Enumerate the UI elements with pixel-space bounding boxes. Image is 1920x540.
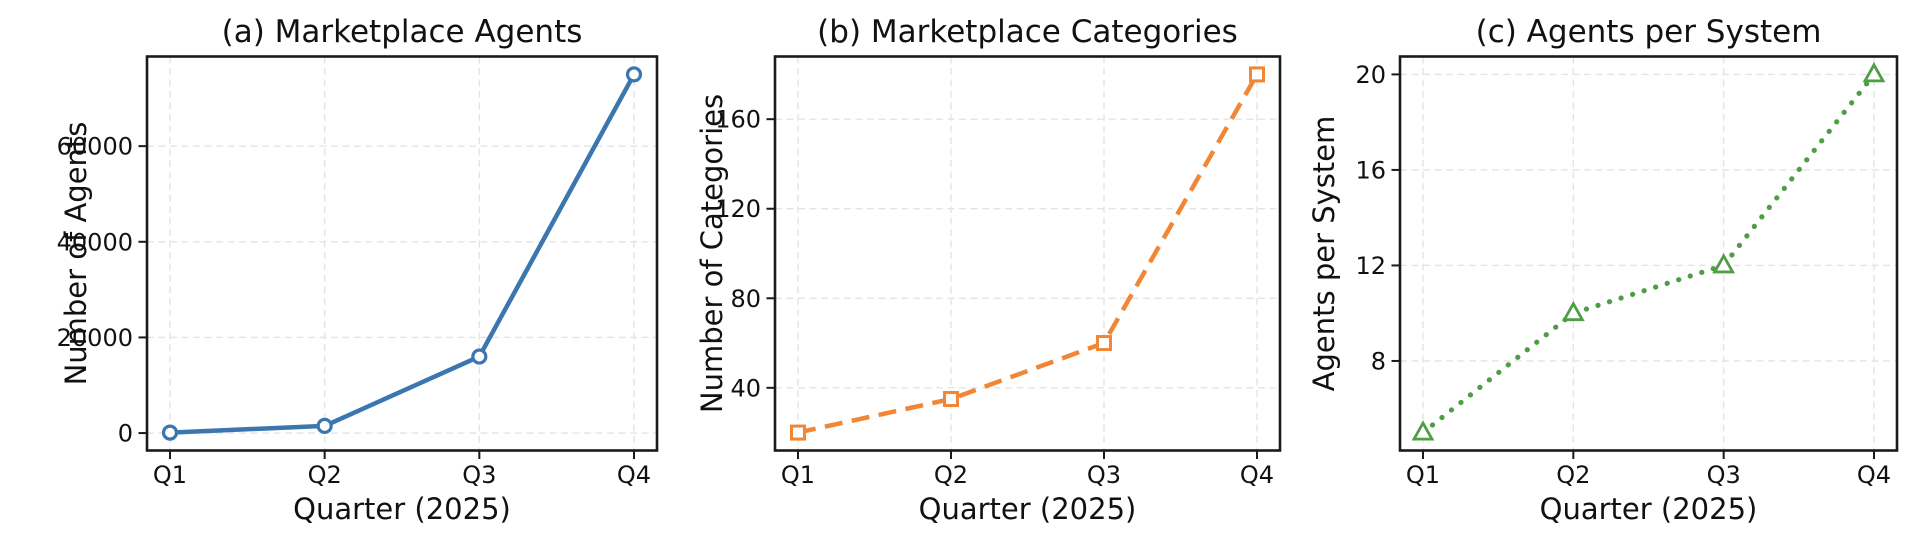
data-markers bbox=[790, 66, 1265, 441]
x-tick-label: Q4 bbox=[617, 461, 651, 489]
axes-frame bbox=[1398, 55, 1899, 452]
y-tick-label: 0 bbox=[118, 420, 133, 448]
panel-title: (c) Agents per System bbox=[1476, 14, 1822, 50]
data-marker-circle bbox=[625, 66, 643, 83]
y-tick-label: 12 bbox=[1355, 252, 1386, 280]
ticks bbox=[1391, 73, 1875, 459]
data-marker-circle bbox=[161, 424, 179, 441]
ticks bbox=[766, 118, 1258, 459]
y-axis-label: Agents per System bbox=[1307, 116, 1341, 392]
panel-a: Q1 Q2 Q3 Q4 0 20000 40000 60000 (a) Marketplace … bbox=[57, 14, 659, 526]
data-marker-triangle bbox=[1712, 253, 1736, 274]
axes-frame bbox=[773, 55, 1282, 452]
ticks bbox=[138, 145, 635, 459]
data-marker-square bbox=[1096, 335, 1112, 352]
y-tick-label: 16 bbox=[1355, 156, 1386, 184]
x-axis-label: Quarter (2025) bbox=[293, 492, 511, 526]
x-tick-label: Q4 bbox=[1240, 461, 1274, 489]
x-tick-label: Q1 bbox=[781, 461, 815, 489]
y-axis-label: Number of Categories bbox=[695, 94, 729, 413]
grid bbox=[775, 56, 1280, 451]
x-tick-label: Q2 bbox=[1556, 461, 1590, 489]
data-marker-circle bbox=[316, 417, 333, 434]
grid bbox=[147, 56, 657, 451]
x-tick-label: Q2 bbox=[308, 461, 342, 489]
y-tick-label: 20000 bbox=[57, 324, 133, 352]
panel-b: Q1 Q2 Q3 Q4 40 80 120 160 (b) Marketplace Catego… bbox=[695, 14, 1282, 526]
data-marker-square bbox=[790, 424, 806, 441]
data-line bbox=[169, 73, 636, 435]
y-axis-label-group: Number of Agents bbox=[59, 122, 93, 386]
y-tick-label: 60000 bbox=[57, 133, 133, 161]
axes-frame bbox=[145, 55, 659, 452]
y-tick-label: 40000 bbox=[57, 228, 133, 256]
y-axis-label: Number of Agents bbox=[59, 122, 93, 386]
x-tick-label: Q3 bbox=[462, 461, 496, 489]
x-axis-label: Quarter (2025) bbox=[1540, 492, 1758, 526]
y-axis-label-group: Number of Categories bbox=[695, 94, 729, 413]
y-tick-label: 80 bbox=[730, 285, 761, 313]
data-marker-triangle bbox=[1411, 420, 1435, 441]
y-tick-label: 120 bbox=[715, 195, 761, 223]
data-markers bbox=[1411, 62, 1886, 441]
panel-c: Q1 Q2 Q3 Q4 8 12 16 20 (c) Agents per System Quar… bbox=[1307, 14, 1899, 526]
y-axis-label-group: Agents per System bbox=[1307, 116, 1341, 392]
data-line bbox=[1420, 71, 1877, 436]
data-marker-square bbox=[943, 391, 959, 408]
x-tick-label: Q3 bbox=[1087, 461, 1121, 489]
data-markers bbox=[161, 66, 643, 441]
y-tick-label: 8 bbox=[1371, 347, 1386, 375]
panel-title: (b) Marketplace Categories bbox=[817, 14, 1238, 50]
grid bbox=[1400, 56, 1897, 451]
data-marker-circle bbox=[471, 348, 488, 365]
x-tick-label: Q1 bbox=[1406, 461, 1440, 489]
x-axis-label: Quarter (2025) bbox=[919, 492, 1137, 526]
x-tick-label: Q2 bbox=[934, 461, 968, 489]
y-tick-label: 20 bbox=[1355, 61, 1386, 89]
x-tick-label: Q4 bbox=[1857, 461, 1891, 489]
data-marker-square bbox=[1249, 66, 1265, 83]
panel-title: (a) Marketplace Agents bbox=[222, 14, 583, 50]
y-tick-label: 160 bbox=[715, 106, 761, 134]
data-line bbox=[797, 73, 1259, 435]
y-tick-label: 40 bbox=[730, 374, 761, 402]
data-marker-triangle bbox=[1862, 62, 1886, 83]
data-marker-triangle bbox=[1561, 300, 1585, 322]
x-tick-label: Q1 bbox=[153, 461, 187, 489]
x-tick-label: Q3 bbox=[1707, 461, 1741, 489]
